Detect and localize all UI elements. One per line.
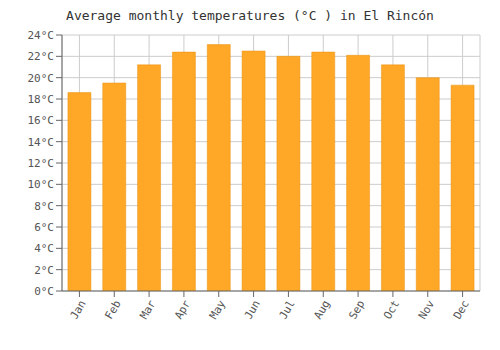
svg-text:0°C: 0°C <box>34 285 54 298</box>
svg-text:18°C: 18°C <box>28 93 55 106</box>
svg-text:Nov: Nov <box>416 298 437 322</box>
svg-text:Jun: Jun <box>242 298 263 322</box>
svg-text:2°C: 2°C <box>34 264 54 277</box>
svg-text:Jan: Jan <box>68 298 89 322</box>
svg-text:May: May <box>207 298 228 322</box>
svg-text:Oct: Oct <box>381 298 402 322</box>
svg-text:14°C: 14°C <box>28 136 55 149</box>
svg-text:Mar: Mar <box>137 298 158 322</box>
svg-text:4°C: 4°C <box>34 242 54 255</box>
svg-text:8°C: 8°C <box>34 200 54 213</box>
svg-text:Sep: Sep <box>346 298 367 322</box>
svg-text:Feb: Feb <box>102 298 123 322</box>
svg-text:6°C: 6°C <box>34 221 54 234</box>
svg-text:Dec: Dec <box>451 298 472 322</box>
html-text:Average monthly temperatures (: Average monthly temperatures (°C ) in El… <box>66 8 434 23</box>
svg-text:16°C: 16°C <box>28 114 55 127</box>
svg-text:12°C: 12°C <box>28 157 55 170</box>
svg-text:Jul: Jul <box>277 298 298 322</box>
svg-text:Aug: Aug <box>311 298 332 322</box>
svg-text:10°C: 10°C <box>28 178 55 191</box>
svg-text:24°C: 24°C <box>28 29 55 42</box>
svg-text:Apr: Apr <box>172 298 193 322</box>
svg-text:22°C: 22°C <box>28 50 55 63</box>
svg-text:20°C: 20°C <box>28 72 55 85</box>
